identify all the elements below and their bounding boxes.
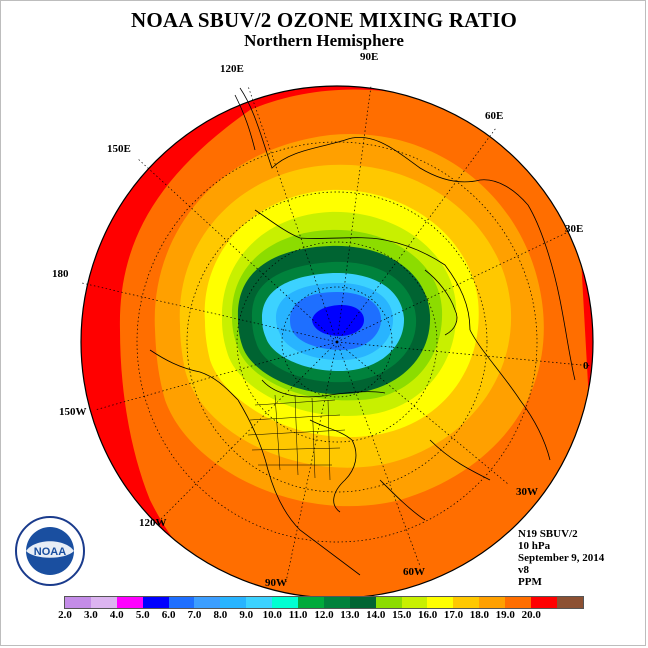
noaa-logo: NOAA	[15, 516, 85, 586]
page-title: NOAA SBUV/2 OZONE MIXING RATIO	[131, 8, 517, 32]
colorbar-segment	[220, 597, 247, 608]
colorbar-segment	[246, 597, 273, 608]
colorbar	[64, 596, 584, 609]
lon-label-0: 0	[583, 360, 589, 372]
lon-label-120w: 120W	[139, 517, 167, 529]
info-version: v8	[518, 564, 529, 576]
lon-label-150w: 150W	[59, 406, 87, 418]
colorbar-tick-label: 20.0	[521, 609, 541, 621]
colorbar-segment	[401, 597, 428, 608]
colorbar-segment	[90, 597, 117, 608]
lon-label-60e: 60E	[485, 110, 504, 122]
lon-label-30e: 30E	[565, 223, 584, 235]
state-borders	[247, 394, 346, 481]
colorbar-tick-label: 9.0	[239, 609, 254, 621]
colorbar-tick-label: 14.0	[366, 609, 386, 621]
colorbar-tick-label: 16.0	[417, 609, 438, 621]
graticule	[81, 85, 593, 583]
info-units: PPM	[518, 576, 542, 588]
colorbar-tick-label: 13.0	[340, 609, 360, 621]
lon-label-150e: 150E	[107, 143, 131, 155]
colorbar-tick-label: 2.0	[58, 609, 72, 621]
colorbar-segment	[272, 597, 299, 608]
colorbar-segment	[168, 597, 195, 608]
colorbar-tick-label: 6.0	[161, 609, 176, 621]
coastlines	[149, 87, 576, 576]
colorbar-tick-label: 7.0	[187, 609, 202, 621]
colorbar-segment	[505, 597, 532, 608]
lon-label-90w: 90W	[265, 577, 287, 589]
colorbar-tick-label: 19.0	[495, 609, 515, 621]
colorbar-tick-label: 17.0	[443, 609, 464, 621]
colorbar-segment	[298, 597, 324, 608]
colorbar-tick-label: 4.0	[109, 609, 124, 621]
info-satellite: N19 SBUV/2	[518, 528, 578, 540]
page-subtitle: Northern Hemisphere	[244, 31, 404, 50]
ozone-field	[81, 86, 593, 598]
lon-label-60w: 60W	[403, 566, 425, 578]
colorbar-segment	[479, 597, 506, 608]
colorbar-tick-label: 3.0	[84, 609, 98, 621]
logo-text: NOAA	[34, 546, 66, 558]
colorbar-tick-label: 5.0	[135, 609, 150, 621]
colorbar-segment	[531, 597, 557, 608]
colorbar-tick-label: 12.0	[314, 609, 334, 621]
colorbar-segment	[375, 597, 402, 608]
colorbar-segment	[116, 597, 143, 608]
info-level: 10 hPa	[518, 540, 551, 552]
lon-label-120e: 120E	[220, 63, 244, 75]
lon-label-30w: 30W	[516, 486, 538, 498]
colorbar-segment	[65, 597, 91, 608]
colorbar-segment	[323, 597, 350, 608]
colorbar-tick-label: 10.0	[262, 609, 282, 621]
colorbar-segment	[349, 597, 376, 608]
colorbar-tick-label: 8.0	[213, 609, 228, 621]
colorbar-segment	[556, 597, 583, 608]
colorbar-segment	[453, 597, 480, 608]
field-dark-blue	[312, 305, 364, 336]
colorbar-tick-label: 15.0	[392, 609, 412, 621]
colorbar-segment	[142, 597, 169, 608]
lon-label-90e: 90E	[360, 51, 379, 63]
colorbar-segment	[427, 597, 454, 608]
colorbar-tick-label: 11.0	[288, 609, 308, 621]
info-date: September 9, 2014	[518, 552, 605, 564]
colorbar-segment	[194, 597, 221, 608]
lon-label-180: 180	[52, 268, 69, 280]
dataset-info: N19 SBUV/2 10 hPa September 9, 2014 v8 P…	[518, 528, 604, 588]
colorbar-tick-label: 18.0	[469, 609, 490, 621]
